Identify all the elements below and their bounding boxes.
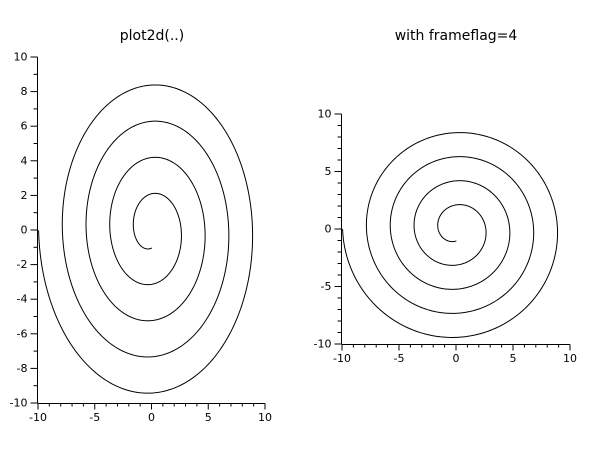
y-tick-label: 5 — [325, 165, 332, 178]
right-plot: -10 -5 0 5 10 10 5 0 -5 -10 — [314, 108, 577, 366]
y-tick-label: 10 — [14, 51, 28, 64]
y-tick-label: -5 — [321, 280, 332, 293]
x-tick-label: 10 — [258, 411, 272, 424]
x-tick-label: -10 — [29, 411, 47, 424]
x-tick-label: 10 — [563, 352, 577, 365]
left-plot: -10 -5 0 5 10 10 8 6 4 2 0 -2 -4 -6 -8 -10 — [10, 51, 272, 425]
right-plot-title: with frameflag=4 — [394, 28, 518, 44]
y-tick-label: 10 — [318, 108, 332, 121]
x-tick-label: 5 — [205, 411, 212, 424]
y-tick-label: 2 — [21, 189, 28, 202]
y-tick-label: 6 — [21, 120, 28, 133]
archimedean-spiral-curve — [342, 132, 559, 338]
x-tick-label: 0 — [148, 411, 155, 424]
x-tick-label: -10 — [333, 352, 351, 365]
x-tick-label: 5 — [510, 352, 517, 365]
y-tick-label: 0 — [21, 224, 28, 237]
y-tick-label: -10 — [314, 338, 332, 351]
y-tick-label: -10 — [10, 397, 28, 410]
left-plot-title: plot2d(..) — [119, 28, 185, 44]
y-tick-label: -8 — [17, 362, 28, 375]
archimedean-spiral-curve — [38, 84, 254, 394]
y-tick-label: -4 — [17, 293, 28, 306]
y-tick-label: -2 — [17, 258, 28, 271]
x-tick-label: -5 — [89, 411, 100, 424]
x-tick-label: 0 — [453, 352, 460, 365]
y-tick-label: 8 — [21, 85, 28, 98]
x-tick-label: -5 — [394, 352, 405, 365]
y-tick-label: 0 — [325, 223, 332, 236]
y-tick-label: 4 — [21, 154, 28, 167]
y-tick-label: -6 — [17, 327, 28, 340]
